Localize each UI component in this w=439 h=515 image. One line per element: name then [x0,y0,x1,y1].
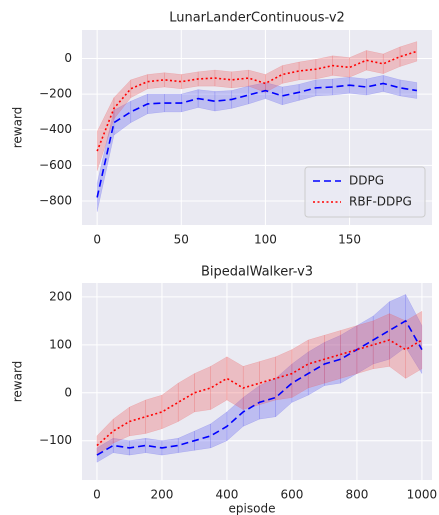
error-band [372,301,390,365]
error-band [164,93,182,113]
error-band [259,356,276,406]
error-band [265,65,283,93]
error-band [275,363,293,418]
y-tick-label: 0 [64,51,72,65]
error-band [113,79,132,120]
error-band [340,325,358,379]
error-band [248,69,266,93]
x-tick-label: 150 [338,233,361,247]
series-line [96,50,418,152]
y-tick-label: −100 [39,433,72,447]
error-band [366,50,384,74]
y-tick-label: 200 [49,289,72,303]
error-band [130,74,148,99]
x-tick-label: 400 [215,488,238,502]
error-band [96,418,114,456]
error-band [197,89,216,112]
error-band [372,313,390,370]
error-band [96,437,114,463]
y-tick-label: −800 [39,193,72,207]
error-band [298,59,317,81]
legend-box [304,166,426,218]
error-band [177,373,195,422]
error-band [389,313,406,379]
x-tick-label: 0 [93,233,101,247]
error-band [96,97,115,171]
error-band [349,76,367,96]
x-tick-label: 200 [150,488,173,502]
series-line [96,339,423,447]
plot-area [82,283,432,480]
error-band [194,366,211,413]
y-tick-label: −400 [39,122,72,136]
error-band [281,61,300,84]
error-band [356,320,374,374]
legend-label: DDPG [349,174,384,188]
y-tick-label: 0 [64,385,72,399]
x-tick-label: 1000 [407,488,438,502]
x-axis-label: episode [229,502,276,515]
y-tick-label: 100 [49,337,72,351]
error-band [307,334,325,389]
x-tick-label: 100 [254,233,277,247]
error-band [242,385,260,427]
error-band [291,339,309,398]
error-band [129,438,146,456]
error-band [275,349,293,401]
error-band [291,351,309,403]
legend-label: RBF-DDPG [349,195,412,209]
x-tick-label: 800 [345,488,368,502]
legend: DDPG RBF-DDPG [304,166,426,218]
error-band [382,46,401,75]
error-band [231,85,249,109]
error-band [399,79,418,99]
chart-title: LunarLanderContinuous-v2 [169,11,345,26]
error-band [281,84,300,106]
x-tick-label: 50 [174,233,189,247]
error-band [112,406,130,444]
series-line [96,319,423,456]
error-band [242,361,260,410]
x-tick-label: 600 [280,488,303,502]
error-band [113,100,132,136]
chart-title: BipedalWalker-v3 [201,265,313,280]
y-axis-label: reward [11,361,25,403]
error-band [145,394,163,434]
error-band [194,423,211,451]
error-band [315,78,333,97]
error-band [324,334,341,386]
error-band [147,72,165,90]
y-tick-label: −200 [39,87,72,101]
error-band [177,430,195,453]
error-band [161,438,179,456]
y-axis-label: reward [11,107,25,149]
y-tick-label: −600 [39,158,72,172]
error-band [214,69,233,89]
error-band [349,50,367,78]
error-band [405,294,423,375]
error-band [226,356,244,410]
error-band [161,382,179,430]
error-band [399,41,418,67]
error-band [231,69,249,89]
error-band [164,72,182,90]
error-band [210,356,228,410]
x-tick-label: 0 [93,488,101,502]
error-band [129,399,146,437]
error-band [210,411,228,449]
series-line [96,82,417,198]
